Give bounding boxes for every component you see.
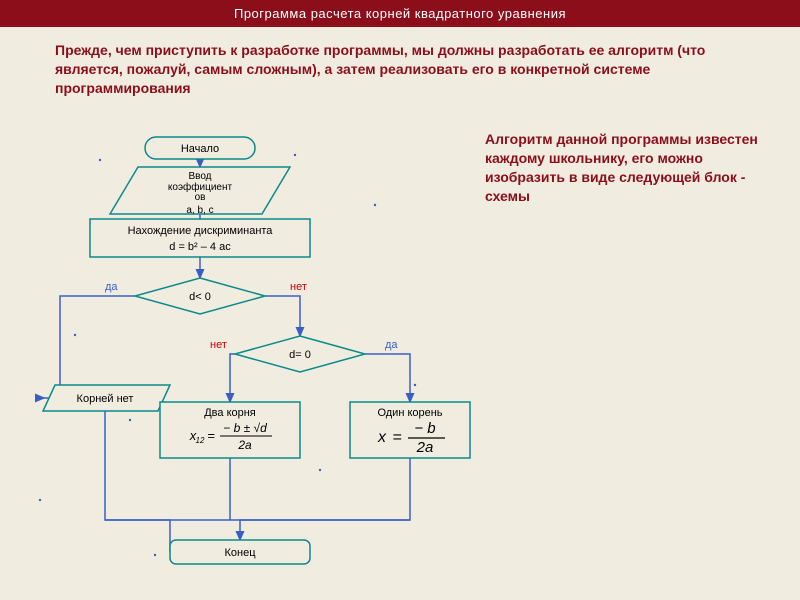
node-start: Начало (145, 137, 255, 159)
svg-text:Один корень: Один корень (377, 407, 442, 419)
svg-text:ов: ов (195, 192, 206, 203)
svg-text:нет: нет (290, 281, 307, 293)
svg-text:=: = (392, 429, 401, 446)
svg-text:d= 0: d= 0 (289, 349, 311, 361)
node-calc: Нахождение дискриминанта d = b² – 4 ac (90, 219, 310, 257)
svg-text:2a: 2a (237, 438, 252, 452)
svg-text:Ввод: Ввод (188, 171, 211, 182)
svg-text:− b ± √d: − b ± √d (223, 421, 267, 435)
svg-text:нет: нет (210, 339, 227, 351)
svg-text:Нахождение дискриминанта: Нахождение дискриминанта (128, 225, 274, 237)
node-none: Корней нет (43, 385, 170, 411)
svg-text:Два корня: Два корня (204, 407, 256, 419)
svg-text:d = b² – 4 ac: d = b² – 4 ac (169, 241, 231, 253)
node-one: Один корень x = − b 2a (350, 402, 470, 458)
svg-text:a, b, c: a, b, c (186, 205, 213, 216)
svg-text:d< 0: d< 0 (189, 291, 211, 303)
svg-text:2a: 2a (416, 439, 434, 456)
node-two: Два корня x 12 = − b ± √d 2a (160, 402, 300, 458)
svg-text:Начало: Начало (181, 143, 219, 155)
svg-text:=: = (207, 428, 215, 443)
svg-text:да: да (105, 281, 118, 293)
node-end: Конец (170, 540, 310, 564)
flowchart: Начало Ввод коэффициент ов a, b, c Нахож… (0, 0, 800, 600)
svg-text:12: 12 (196, 436, 205, 445)
svg-text:Корней нет: Корней нет (77, 393, 134, 405)
svg-text:Конец: Конец (224, 547, 256, 559)
svg-text:да: да (385, 339, 398, 351)
svg-text:− b: − b (414, 420, 435, 437)
node-input: Ввод коэффициент ов a, b, c (110, 167, 290, 216)
svg-text:x: x (377, 429, 387, 446)
